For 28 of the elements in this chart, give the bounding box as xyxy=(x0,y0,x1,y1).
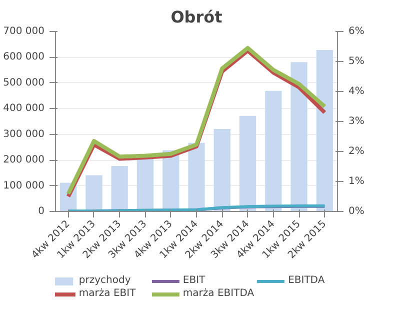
y2-tick-label: 4% xyxy=(348,86,364,97)
y-tick-label: 200 000 xyxy=(3,154,45,166)
bar xyxy=(239,116,256,212)
y-tick-label: 100 000 xyxy=(3,180,45,192)
y2-tick-label: 2% xyxy=(348,146,364,157)
y-tick-label: 500 000 xyxy=(3,77,45,88)
bar xyxy=(290,62,308,212)
y-tick-label: 600 000 xyxy=(3,52,45,63)
y-tick-label: 400 000 xyxy=(3,103,45,114)
legend-label: przychody xyxy=(78,275,132,286)
legend-label: EBIT xyxy=(182,275,206,286)
bar xyxy=(214,128,230,212)
y-tick-label: 700 000 xyxy=(3,26,45,37)
y2-tick-label: 5% xyxy=(348,56,364,67)
legend-label: EBITDA xyxy=(288,275,326,286)
bar xyxy=(111,166,128,212)
y-tick-label: 0 xyxy=(38,206,45,217)
y-tick-label: 300 000 xyxy=(3,128,45,140)
bar xyxy=(316,50,334,212)
chart-title: Obrót xyxy=(170,8,223,26)
bar xyxy=(86,175,102,212)
y2-tick-label: 0% xyxy=(348,206,364,217)
legend-label: marża EBITDA xyxy=(182,288,254,299)
y2-tick-label: 6% xyxy=(348,26,364,37)
bar xyxy=(265,90,282,212)
y2-tick-label: 3% xyxy=(348,116,364,127)
y2-tick-label: 1% xyxy=(348,176,364,187)
legend-label: marża EBIT xyxy=(78,288,137,299)
